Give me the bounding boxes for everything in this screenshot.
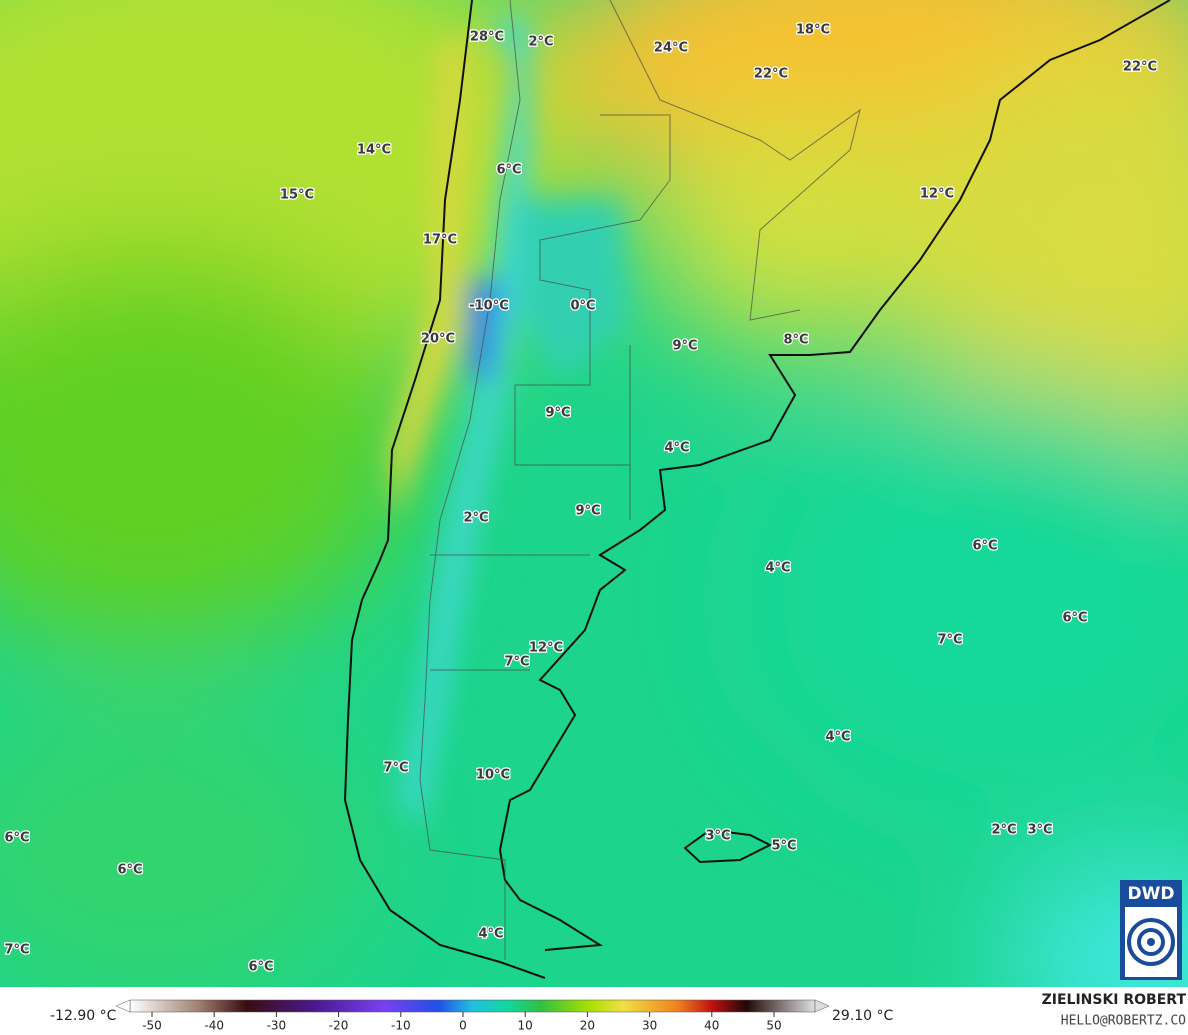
- temperature-label: 6°C: [1062, 611, 1087, 626]
- temperature-label: 6°C: [4, 831, 29, 846]
- temperature-label: 4°C: [765, 561, 790, 576]
- email: HELLO@ROBERTZ.CO: [1061, 1014, 1186, 1029]
- temperature-label: -10°C: [469, 299, 509, 314]
- temperature-label: 28°C: [470, 30, 504, 45]
- temperature-label: 9°C: [672, 339, 697, 354]
- temperature-label: 6°C: [972, 539, 997, 554]
- colorbar-tick-label: -50: [142, 1019, 162, 1033]
- temperature-label: 4°C: [825, 730, 850, 745]
- temperature-label: 6°C: [496, 163, 521, 178]
- temperature-label: 3°C: [705, 829, 730, 844]
- temperature-label: 22°C: [1123, 60, 1157, 75]
- logo-text: DWD: [1128, 884, 1175, 904]
- temperature-label: 14°C: [357, 143, 391, 158]
- colorbar-min: -12.90 °C: [50, 1008, 117, 1024]
- temperature-label: 15°C: [280, 188, 314, 203]
- colorbar-tick-label: 30: [642, 1019, 657, 1033]
- temperature-label: 12°C: [529, 641, 563, 656]
- colorbar-tick-label: -10: [391, 1019, 411, 1033]
- colorbar-tick-label: 10: [518, 1019, 533, 1033]
- borders: [419, 0, 861, 960]
- dwd-logo: DWD: [1120, 880, 1182, 980]
- colorbar-tick-label: 40: [704, 1019, 719, 1033]
- temperature-label: 22°C: [754, 67, 788, 82]
- temperature-label: 18°C: [796, 23, 830, 38]
- temperature-label: 20°C: [421, 332, 455, 347]
- colorbar-tick-label: 50: [766, 1019, 781, 1033]
- temperature-label: 24°C: [654, 41, 688, 56]
- temperature-label: 3°C: [1027, 823, 1052, 838]
- colorbar: [129, 999, 816, 1013]
- temperature-label: 12°C: [920, 187, 954, 202]
- temperature-label: 6°C: [117, 863, 142, 878]
- temperature-label: 9°C: [575, 504, 600, 519]
- temperature-label: 17°C: [423, 233, 457, 248]
- colorbar-max: 29.10 °C: [832, 1008, 894, 1024]
- coastline: [343, 0, 1171, 979]
- temperature-label: 2°C: [463, 511, 488, 526]
- temperature-label: 4°C: [664, 441, 689, 456]
- colorbar-tick-label: -20: [329, 1019, 349, 1033]
- temperature-label: 7°C: [504, 655, 529, 670]
- colorbar-tick-label: 0: [459, 1019, 467, 1033]
- temperature-label: 7°C: [937, 633, 962, 648]
- temperature-label: 5°C: [771, 839, 796, 854]
- temperature-label: 8°C: [783, 333, 808, 348]
- author: ZIELINSKI ROBERT: [1042, 992, 1187, 1008]
- colorbar-tick-label: -40: [204, 1019, 224, 1033]
- colorbar-tick-label: 20: [580, 1019, 595, 1033]
- temperature-label: 7°C: [383, 761, 408, 776]
- temperature-label: 6°C: [248, 960, 273, 975]
- temperature-label: 4°C: [478, 927, 503, 942]
- temperature-label: 9°C: [545, 406, 570, 421]
- colorbar-tick-label: -30: [267, 1019, 287, 1033]
- temperature-label: 10°C: [476, 768, 510, 783]
- temperature-label: 0°C: [570, 299, 595, 314]
- temperature-label: 2°C: [991, 823, 1016, 838]
- temperature-label: 2°C: [528, 35, 553, 50]
- temperature-label: 7°C: [4, 943, 29, 958]
